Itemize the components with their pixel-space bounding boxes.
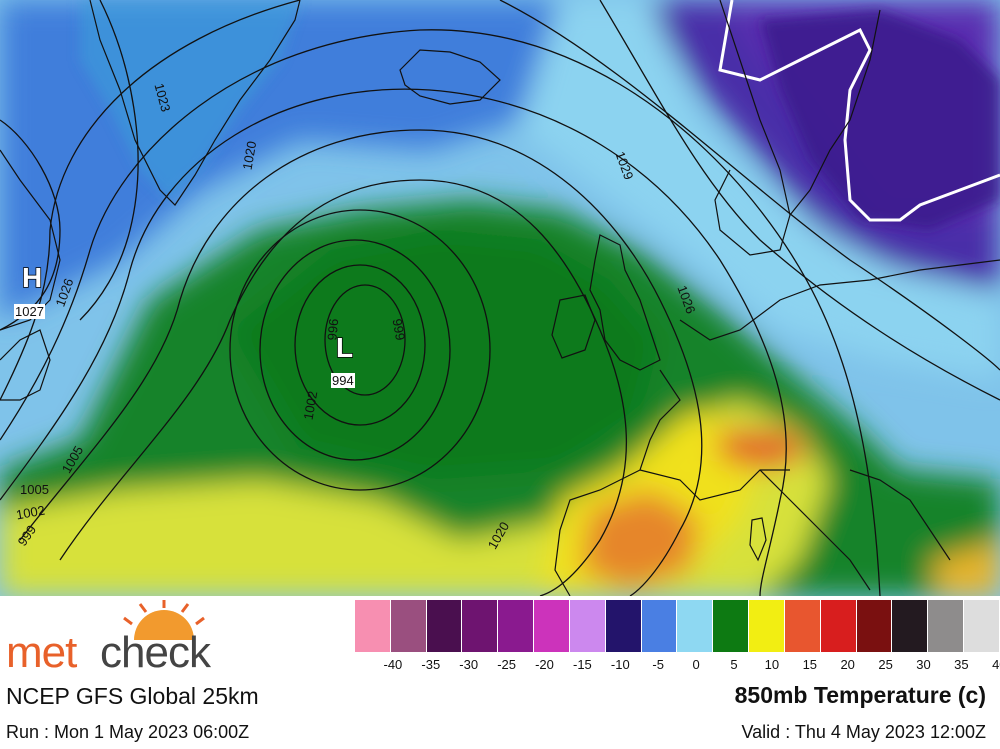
logo-text-check: check <box>100 628 211 677</box>
legend-swatch <box>820 600 857 652</box>
legend-tick-label: 25 <box>878 657 893 672</box>
legend-ticks: -40 -35 -30 -25 -20 -15 -10 -5 0 5 10 15 20 25 30 35 40 <box>344 657 1000 675</box>
legend-swatch <box>534 600 570 652</box>
low-pressure-value: 994 <box>331 373 355 388</box>
valid-time: Valid : Thu 4 May 2023 12:00Z <box>741 722 987 742</box>
legend-swatch <box>462 600 499 652</box>
legend-swatch <box>928 600 965 652</box>
legend-tick-label: 35 <box>954 657 969 672</box>
legend-tick-label: -25 <box>497 657 516 672</box>
legend-tick-label: -30 <box>459 657 479 672</box>
legend-tick-label: -40 <box>383 657 403 672</box>
model-name: NCEP GFS Global 25km <box>6 683 259 709</box>
legend-tick-label: 15 <box>802 657 818 672</box>
legend-tick-label: -10 <box>610 657 630 672</box>
run-time: Run : Mon 1 May 2023 06:00Z <box>6 722 250 742</box>
legend-tick-label: -15 <box>572 657 592 672</box>
legend-swatch <box>749 600 785 652</box>
legend-tick-label: 10 <box>764 657 780 672</box>
temperature-map <box>0 0 1000 596</box>
legend-swatch <box>713 600 750 652</box>
legend-swatch <box>498 600 535 652</box>
legend-swatch <box>964 600 1000 652</box>
legend-swatch <box>784 600 821 652</box>
low-pressure-marker: L <box>335 331 354 364</box>
legend-tick-label: -5 <box>652 657 664 672</box>
legend-swatch <box>569 600 606 652</box>
legend-tick-label: 5 <box>730 657 738 672</box>
parameter-title: 850mb Temperature (c) <box>734 682 986 708</box>
metcheck-logo <box>123 600 205 640</box>
legend-swatch <box>605 600 642 652</box>
legend-swatch <box>355 600 391 652</box>
high-pressure-value: 1027 <box>14 304 45 319</box>
high-pressure-marker: H <box>21 261 43 294</box>
legend-swatch <box>892 600 929 652</box>
legend-swatch <box>641 600 678 652</box>
isobar-label: 1005 <box>20 482 49 497</box>
legend-swatch <box>390 600 427 652</box>
legend-swatch <box>426 600 463 652</box>
legend-tick-label: -20 <box>535 657 554 672</box>
legend-swatch <box>677 600 714 652</box>
legend-tick-label: 20 <box>840 657 855 672</box>
sun-icon <box>123 600 205 640</box>
legend-tick-label: 30 <box>916 657 931 672</box>
legend-tick-label: 40 <box>992 657 1000 672</box>
logo-text-met: met <box>6 628 77 677</box>
legend-swatch <box>856 600 893 652</box>
legend-tick-label: -35 <box>421 657 441 672</box>
legend-tick-label: 0 <box>692 657 700 672</box>
color-legend <box>355 600 1000 652</box>
